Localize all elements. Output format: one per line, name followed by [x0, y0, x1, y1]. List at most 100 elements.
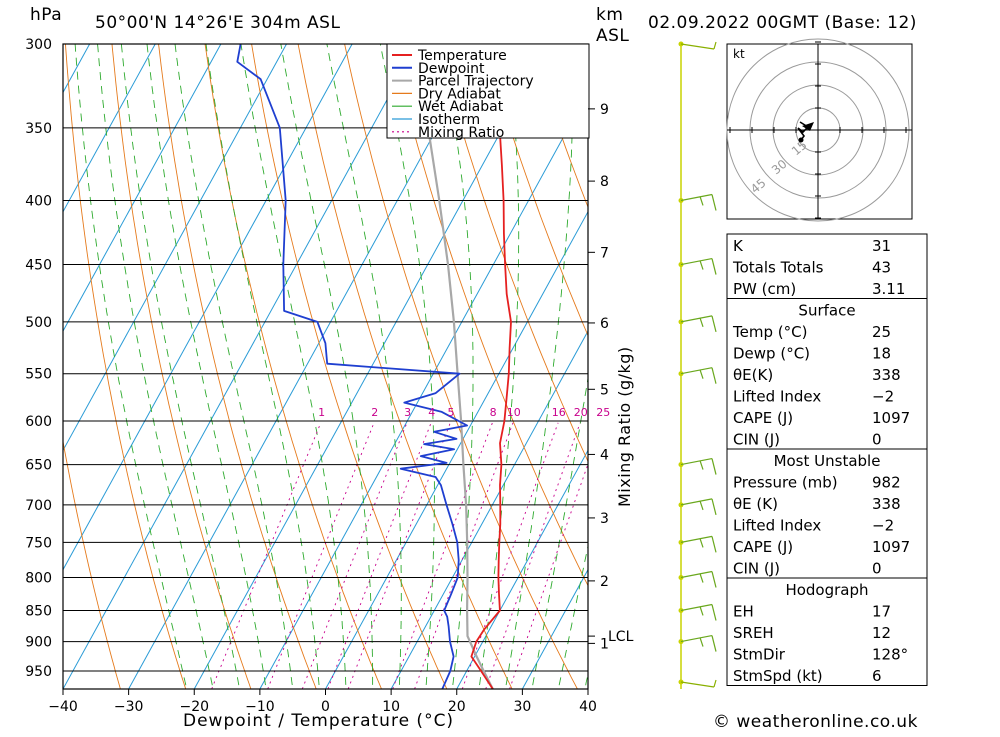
temperature-tick-label: −30: [114, 699, 144, 715]
most-unstable-label: θE (K): [733, 495, 778, 513]
index-value: 3.11: [872, 280, 905, 298]
mixing-ratio-label: 1: [318, 406, 325, 419]
surface-label: CIN (J): [733, 431, 780, 449]
surface-value: −2: [872, 388, 894, 406]
isotherm-line: [63, 44, 287, 452]
legend-entry: Isotherm: [418, 112, 480, 128]
legend-entry: Wet Adiabat: [418, 99, 504, 115]
mixing-ratio-axis-label: Mixing Ratio (g/kg): [615, 346, 634, 507]
surface-value: 0: [872, 431, 882, 449]
dry-adiabat-line: [437, 44, 588, 463]
wet-adiabat-line: [174, 44, 294, 689]
hodograph-stats-label: StmDir: [733, 646, 786, 664]
altitude-tick-label: 6: [600, 316, 609, 332]
legend-entry: Dry Adiabat: [418, 86, 501, 102]
surface-value: 338: [872, 366, 901, 384]
altitude-tick-label: 8: [600, 174, 609, 190]
dry-adiabat-line: [297, 44, 513, 689]
legend-entry: Temperature: [417, 48, 507, 64]
index-label: K: [733, 237, 744, 255]
mixing-ratio-label: 20: [574, 406, 588, 419]
pressure-tick-label: 600: [25, 414, 52, 430]
pressure-tick-label: 350: [25, 121, 52, 137]
mixing-ratio-label: 3: [404, 406, 411, 419]
wind-barb: [678, 315, 717, 333]
altitude-tick-label: 7: [600, 245, 609, 261]
altitude-tick-label: 5: [600, 382, 609, 398]
mixing-ratio-label: 5: [448, 406, 455, 419]
mixing-ratio-line: [509, 462, 588, 689]
surface-label: Dewp (°C): [733, 345, 810, 363]
pressure-tick-label: 550: [25, 367, 52, 383]
hodograph-stats-label: StmSpd (kt): [733, 667, 823, 685]
dry-adiabat-line: [949, 44, 1000, 689]
wind-barb: [678, 634, 717, 652]
wet-adiabat-line: [280, 44, 374, 689]
parcel-trajectory-line: [410, 44, 494, 689]
mixing-ratio-labels: 1 2 3 4 5 8 10 16 20 25: [318, 406, 610, 419]
mixing-ratio-line: [485, 422, 581, 689]
pressure-tick-label: 300: [25, 37, 52, 53]
asl-unit-label: ASL: [596, 26, 629, 46]
surface-label: Lifted Index: [733, 388, 821, 406]
surface-value: 1097: [872, 409, 910, 427]
pressure-tick-label: 800: [25, 571, 52, 587]
wind-barb: [678, 535, 717, 553]
isotherm-line: [325, 210, 588, 689]
mixing-ratio-line: [267, 422, 375, 689]
surface-value: 18: [872, 345, 891, 363]
footer-credit: © weatheronline.co.uk: [713, 712, 918, 732]
dry-adiabat-line: [111, 44, 252, 689]
mixing-ratio-line: [327, 422, 432, 689]
pressure-unit-label: hPa: [30, 5, 62, 25]
storm-motion-icon: [802, 122, 814, 131]
isotherm-line: [0, 44, 24, 689]
wind-barb: [678, 193, 717, 211]
hodograph-stats-label: SREH: [733, 624, 774, 642]
wind-barb: [678, 498, 717, 516]
mixing-ratio-label: 16: [552, 406, 566, 419]
temperature-tick-label: 0: [321, 699, 330, 715]
temperature-tick-label: −40: [48, 699, 78, 715]
dry-adiabat-line: [344, 44, 578, 689]
wet-adiabat-line: [584, 672, 588, 689]
mixing-ratio-label: 10: [507, 406, 521, 419]
hodograph-frame: [726, 43, 913, 220]
isotherm-line: [456, 449, 588, 689]
dry-adiabat-line: [158, 44, 317, 689]
profile-lines: [236, 44, 512, 689]
altitude-tick-label: 4: [600, 447, 609, 463]
hodograph-stats-value: 128°: [872, 646, 908, 664]
dry-adiabat-line: [63, 439, 121, 689]
pressure-tick-label: 850: [25, 603, 52, 619]
pressure-tick-label: 650: [25, 458, 52, 474]
isotherm-line: [63, 44, 353, 571]
dry-adiabat-line: [903, 44, 1000, 689]
wind-barb-column: [678, 41, 717, 689]
most-unstable-label: CAPE (J): [733, 538, 793, 556]
most-unstable-label: Pressure (mb): [733, 474, 838, 492]
altitude-tick-label: 9: [600, 102, 609, 118]
wet-adiabat-line: [326, 44, 402, 689]
temperature-tick-label: 20: [448, 699, 466, 715]
mixing-ratio-label: 4: [428, 406, 435, 419]
most-unstable-value: 1097: [872, 538, 910, 556]
legend-entry: Dewpoint: [418, 61, 485, 77]
temperature-tick-label: 40: [579, 699, 597, 715]
pressure-tick-label: 450: [25, 258, 52, 274]
isotherm-line: [63, 44, 419, 689]
wet-adiabat-line: [97, 44, 214, 689]
wet-adiabat-line: [240, 44, 347, 689]
wind-barb: [678, 570, 717, 588]
pressure-tick-label: 500: [25, 315, 52, 331]
altitude-axis: 1 2 3 4 5 6 7 8 9 LCL: [588, 102, 634, 652]
temperature-axis: −40 −30 −20 −10 0 10 20 30 40: [48, 689, 597, 715]
isotherm-line: [128, 44, 484, 689]
most-unstable-label: Lifted Index: [733, 517, 821, 535]
index-value: 43: [872, 259, 891, 277]
pressure-tick-label: 900: [25, 635, 52, 651]
temperature-tick-label: −10: [245, 699, 275, 715]
pressure-tick-label: 400: [25, 193, 52, 209]
